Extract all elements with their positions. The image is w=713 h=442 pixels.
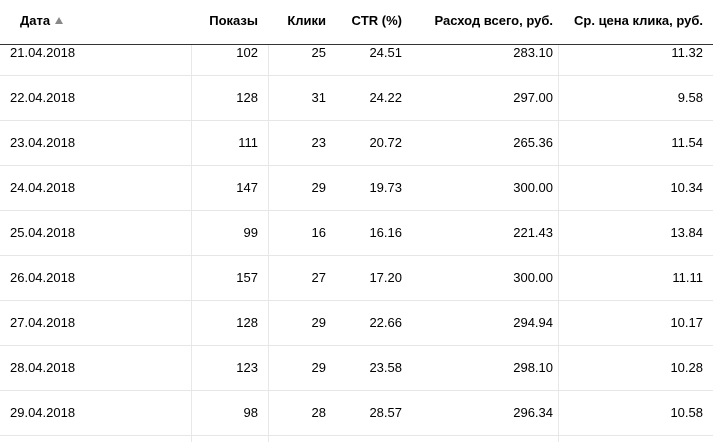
value-cell: 16.16 xyxy=(369,225,402,240)
value-cell: 23 xyxy=(311,135,326,150)
value-cell: 11.54 xyxy=(671,135,703,150)
value-cell: 16 xyxy=(311,225,326,240)
value-cell: 283.10 xyxy=(513,45,553,60)
value-cell: 123 xyxy=(236,360,258,375)
value-cell: 265.36 xyxy=(513,135,553,150)
value-cell: 24.51 xyxy=(369,45,402,60)
value-cell: 29 xyxy=(311,180,326,195)
value-cell: 99 xyxy=(243,225,258,240)
date-cell: 21.04.2018 xyxy=(10,45,76,60)
row-divider xyxy=(0,435,713,436)
value-cell: 19.73 xyxy=(369,180,402,195)
column-divider xyxy=(558,0,559,442)
date-cell: 29.04.2018 xyxy=(10,405,76,420)
value-cell: 294.94 xyxy=(513,315,553,330)
value-cell: 300.00 xyxy=(513,270,553,285)
column-header[interactable]: Расход всего, руб. xyxy=(434,13,553,28)
date-cell: 23.04.2018 xyxy=(10,135,76,150)
value-cell: 28 xyxy=(311,405,326,420)
value-cell: 98 xyxy=(243,405,258,420)
row-divider xyxy=(0,300,713,301)
value-cell: 10.28 xyxy=(670,360,703,375)
value-cell: 147 xyxy=(236,180,258,195)
row-divider xyxy=(0,165,713,166)
value-cell: 29 xyxy=(311,315,326,330)
value-cell: 111 xyxy=(238,135,258,150)
value-cell: 29 xyxy=(311,360,326,375)
value-cell: 27 xyxy=(311,270,326,285)
date-cell: 28.04.2018 xyxy=(10,360,76,375)
table-header: Дата Показы Клики CTR (%) Расход всего, руб.… xyxy=(0,0,713,45)
value-cell: 297.00 xyxy=(513,90,553,105)
row-divider xyxy=(0,345,713,346)
row-divider xyxy=(0,390,713,391)
value-cell: 300.00 xyxy=(513,180,553,195)
column-header[interactable]: CTR (%) xyxy=(351,13,402,28)
value-cell: 221.43 xyxy=(513,225,553,240)
date-cell: 24.04.2018 xyxy=(10,180,76,195)
value-cell: 24.22 xyxy=(369,90,402,105)
value-cell: 10.17 xyxy=(670,315,703,330)
row-divider xyxy=(0,120,713,121)
value-cell: 11.11 xyxy=(672,270,703,285)
column-divider xyxy=(268,0,269,442)
value-cell: 296.34 xyxy=(513,405,553,420)
value-cell: 128 xyxy=(236,90,258,105)
value-cell: 157 xyxy=(236,270,258,285)
value-cell: 17.20 xyxy=(369,270,402,285)
value-cell: 31 xyxy=(311,90,326,105)
column-header[interactable]: Ср. цена клика, руб. xyxy=(574,13,703,28)
value-cell: 9.58 xyxy=(677,90,703,105)
value-cell: 23.58 xyxy=(369,360,402,375)
value-cell: 10.34 xyxy=(670,180,703,195)
column-header[interactable]: Клики xyxy=(287,13,326,28)
value-cell: 102 xyxy=(236,45,258,60)
row-divider xyxy=(0,75,713,76)
value-cell: 128 xyxy=(236,315,258,330)
value-cell: 298.10 xyxy=(513,360,553,375)
column-header[interactable]: Дата xyxy=(20,13,51,28)
value-cell: 10.58 xyxy=(670,405,703,420)
value-cell: 22.66 xyxy=(369,315,402,330)
value-cell: 11.32 xyxy=(671,45,703,60)
value-cell: 20.72 xyxy=(369,135,402,150)
value-cell: 25 xyxy=(311,45,326,60)
date-cell: 26.04.2018 xyxy=(10,270,76,285)
column-divider xyxy=(191,0,192,442)
column-header[interactable]: Показы xyxy=(209,13,258,28)
row-divider xyxy=(0,255,713,256)
date-cell: 27.04.2018 xyxy=(10,315,76,330)
row-divider xyxy=(0,210,713,211)
sort-icon xyxy=(55,17,63,24)
value-cell: 13.84 xyxy=(670,225,703,240)
value-cell: 28.57 xyxy=(369,405,402,420)
date-cell: 25.04.2018 xyxy=(10,225,76,240)
date-cell: 22.04.2018 xyxy=(10,90,76,105)
